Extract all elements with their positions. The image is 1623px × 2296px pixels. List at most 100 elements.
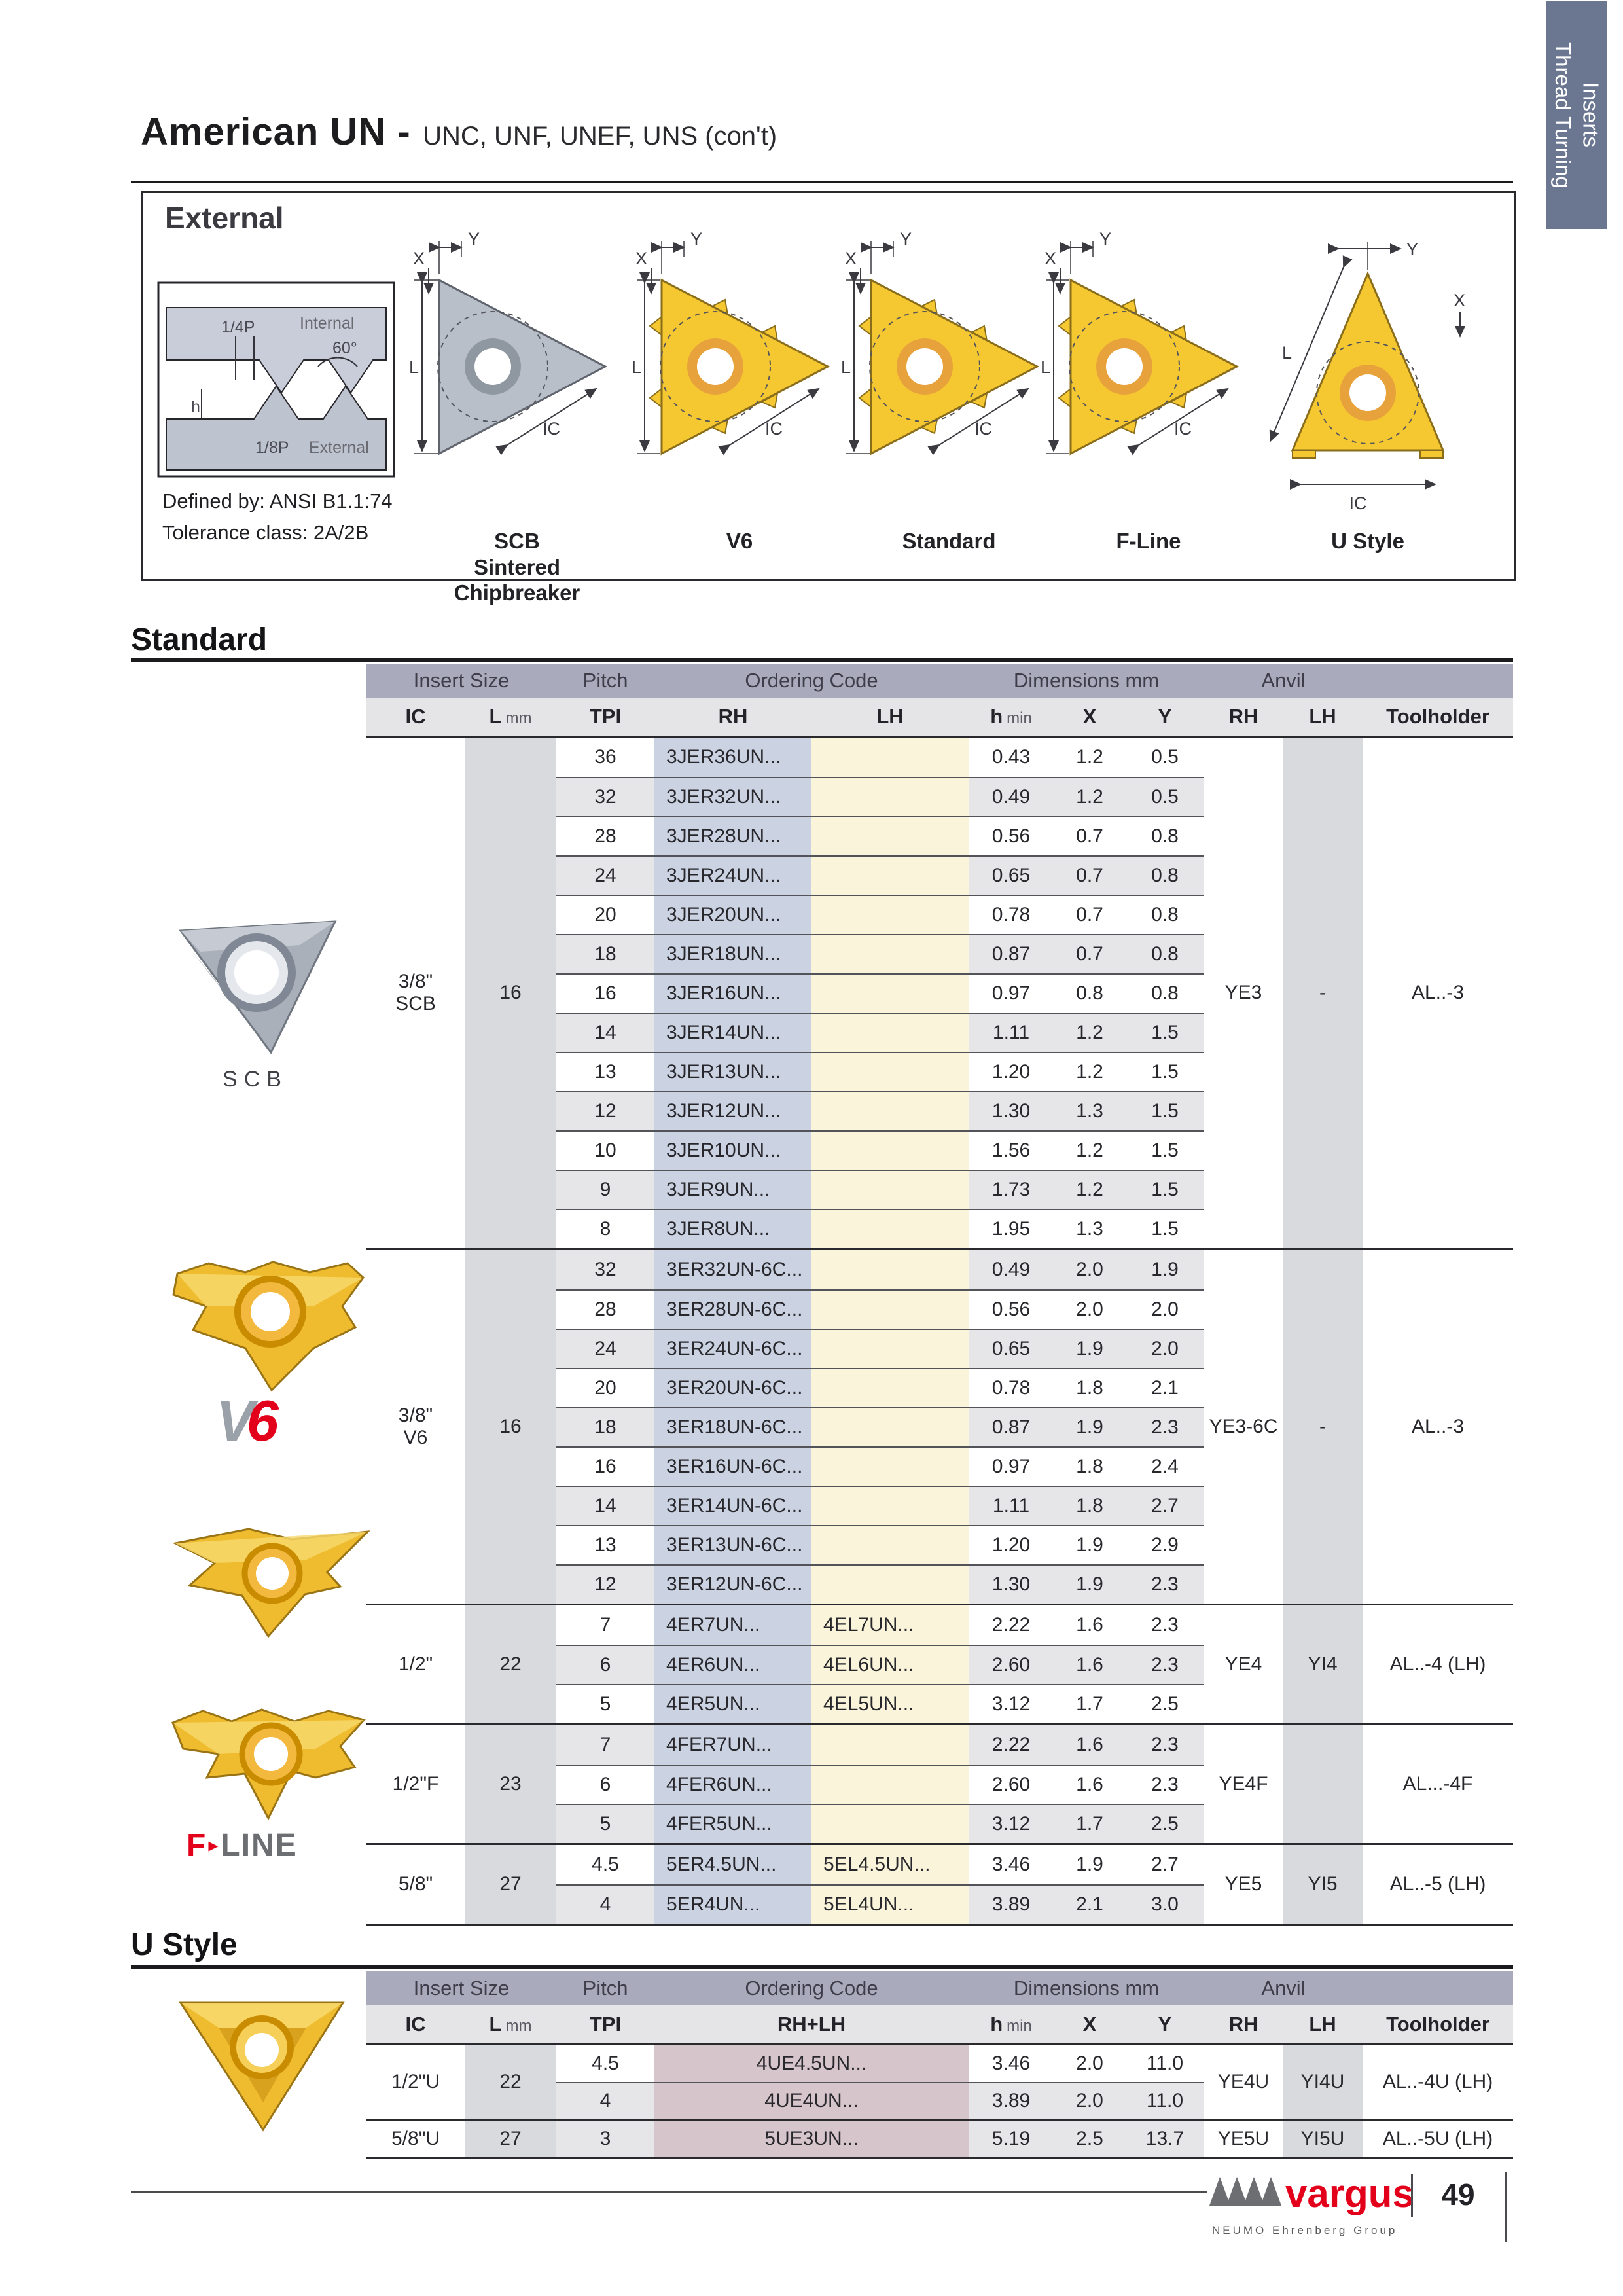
column-group-header: Dimensions mm (1013, 669, 1160, 692)
cell-h: 3.46 (991, 1853, 1031, 1875)
cell-tpi: 9 (556, 1170, 654, 1209)
profile-quarter-p-label: 1/4P (221, 318, 255, 336)
cell-code: 4UE4UN... (654, 2082, 969, 2119)
v6-logo: V6 (216, 1388, 279, 1454)
svg-text:L: L (409, 357, 419, 377)
cell-x: 1.9 (1054, 1525, 1126, 1564)
cell-rh: 4FER7UN... (654, 1725, 812, 1765)
cell-rh: 3JER18UN... (654, 934, 812, 973)
column-header: h min (990, 705, 1032, 728)
svg-text:Y: Y (468, 229, 480, 249)
cell-tpi: 6 (556, 1645, 654, 1684)
table-group: 5/8"U 27 3 5UE3UN... 5.19 2.5 13.7 YE5U YI5U AL..… (366, 2119, 1513, 2157)
cell-tpi: 4.5 (592, 1853, 619, 1875)
cell-h: 0.78 (969, 1368, 1054, 1407)
fline-insert-photo (164, 1694, 380, 1825)
cell-tpi: 18 (556, 934, 654, 973)
cell-x: 1.2 (1054, 1052, 1126, 1091)
column-header: TPI (589, 2013, 622, 2036)
standard-diagram-figure: L Y X IC Standard (841, 228, 1057, 554)
cell-tpi: 12 (556, 1091, 654, 1130)
cell-tpi: 32 (556, 1250, 654, 1289)
cell-tpi: 32 (556, 777, 654, 816)
cell-x: 1.6 (1054, 1645, 1126, 1684)
cell-y: 0.5 (1151, 745, 1179, 768)
page-number: 49 (1441, 2178, 1475, 2212)
cell-h: 0.87 (969, 1407, 1054, 1446)
cell-rh: 3JER12UN... (654, 1091, 812, 1130)
cell-tpi: 16 (556, 973, 654, 1013)
cell-rh: 3ER28UN-6C... (654, 1289, 812, 1329)
table-group: 3/8" SCB 16 36 3JER36UN... 0.43 1.2 0.5 32 3JER3… (366, 738, 1513, 1248)
cell-h: 2.60 (969, 1645, 1054, 1684)
cell-h: 2.22 (991, 1613, 1031, 1636)
cell-x: 1.6 (1076, 1613, 1103, 1636)
cell-x: 1.8 (1054, 1446, 1126, 1486)
cell-tpi: 24 (556, 855, 654, 895)
tolerance-line: Tolerance class: 2A/2B (162, 521, 369, 545)
cell-y: 11.0 (1146, 2052, 1184, 2074)
cell-lh (812, 1289, 969, 1329)
section-tab-label: Thread Turning Inserts (1551, 42, 1603, 188)
group-length: 22 (465, 2045, 556, 2119)
standard-heading: Standard (131, 622, 268, 657)
cell-h: 2.60 (969, 1765, 1054, 1804)
ustyle-insert-diagram-icon: Y X L IC (1260, 240, 1476, 526)
cell-tpi: 18 (556, 1407, 654, 1446)
column-group-header: Pitch (582, 669, 628, 692)
cell-x: 1.9 (1054, 1407, 1126, 1446)
v6-insert-photo (167, 1244, 374, 1399)
cell-code: 4UE4.5UN... (654, 2045, 969, 2082)
cell-h: 0.65 (969, 1329, 1054, 1368)
group-anvil-rh: YE4 (1224, 1653, 1262, 1675)
cell-tpi: 13 (556, 1052, 654, 1091)
group-anvil-lh: YI4U (1283, 2045, 1363, 2119)
cell-tpi: 12 (556, 1564, 654, 1604)
svg-text:L: L (1041, 357, 1050, 377)
cell-tpi: 20 (556, 895, 654, 934)
cell-x: 1.6 (1054, 1765, 1126, 1804)
column-header: RH+LH (777, 2013, 846, 2036)
column-header: RH (1228, 2013, 1258, 2036)
cell-rh: 3JER24UN... (654, 855, 812, 895)
cell-rh: 3JER9UN... (654, 1170, 812, 1209)
cell-x: 1.2 (1054, 1013, 1126, 1052)
svg-text:X: X (413, 249, 425, 268)
cell-rh: 3ER12UN-6C... (654, 1564, 812, 1604)
scb-diagram-figure: L Y X IC SCB Sintered Chipbreaker (409, 228, 625, 606)
column-header: Y (1158, 705, 1172, 728)
cell-tpi: 4 (556, 1884, 654, 1924)
cell-x: 2.0 (1076, 2052, 1103, 2074)
group-length: 27 (465, 1845, 556, 1924)
cell-y: 2.3 (1151, 1613, 1179, 1636)
cell-h: 0.78 (969, 895, 1054, 934)
profile-angle-label: 60° (332, 339, 357, 357)
cell-lh (812, 1486, 969, 1525)
cell-rh: 5ER4.5UN... (654, 1845, 812, 1884)
svg-text:L: L (632, 357, 641, 377)
cell-tpi: 6 (556, 1765, 654, 1804)
group-insert-size: 1/2"F (392, 1772, 439, 1795)
svg-text:IC: IC (543, 419, 560, 439)
cell-y: 2.9 (1126, 1525, 1204, 1564)
group-insert-size: 5/8" (398, 1873, 433, 1895)
svg-text:X: X (1454, 291, 1465, 310)
figure-caption: F-Line (1116, 529, 1181, 553)
column-group-header: Insert Size (413, 1977, 510, 2000)
cell-h: 0.49 (969, 777, 1054, 816)
cell-lh: 5EL4UN... (812, 1884, 969, 1924)
cell-lh (812, 1170, 969, 1209)
svg-text:Y: Y (690, 229, 702, 249)
cell-h: 0.56 (969, 1289, 1054, 1329)
cell-lh (812, 816, 969, 855)
cell-y: 2.3 (1126, 1765, 1204, 1804)
cell-code: 5UE3UN... (654, 2121, 969, 2157)
profile-external-label: External (309, 439, 369, 457)
svg-text:Y: Y (1406, 240, 1418, 259)
figure-caption: SCB Sintered Chipbreaker (454, 529, 580, 605)
group-insert-size: 1/2"U (391, 2070, 440, 2092)
column-group-header: Ordering Code (745, 1977, 878, 2000)
cell-rh: 3ER16UN-6C... (654, 1446, 812, 1486)
cell-x: 1.8 (1054, 1368, 1126, 1407)
